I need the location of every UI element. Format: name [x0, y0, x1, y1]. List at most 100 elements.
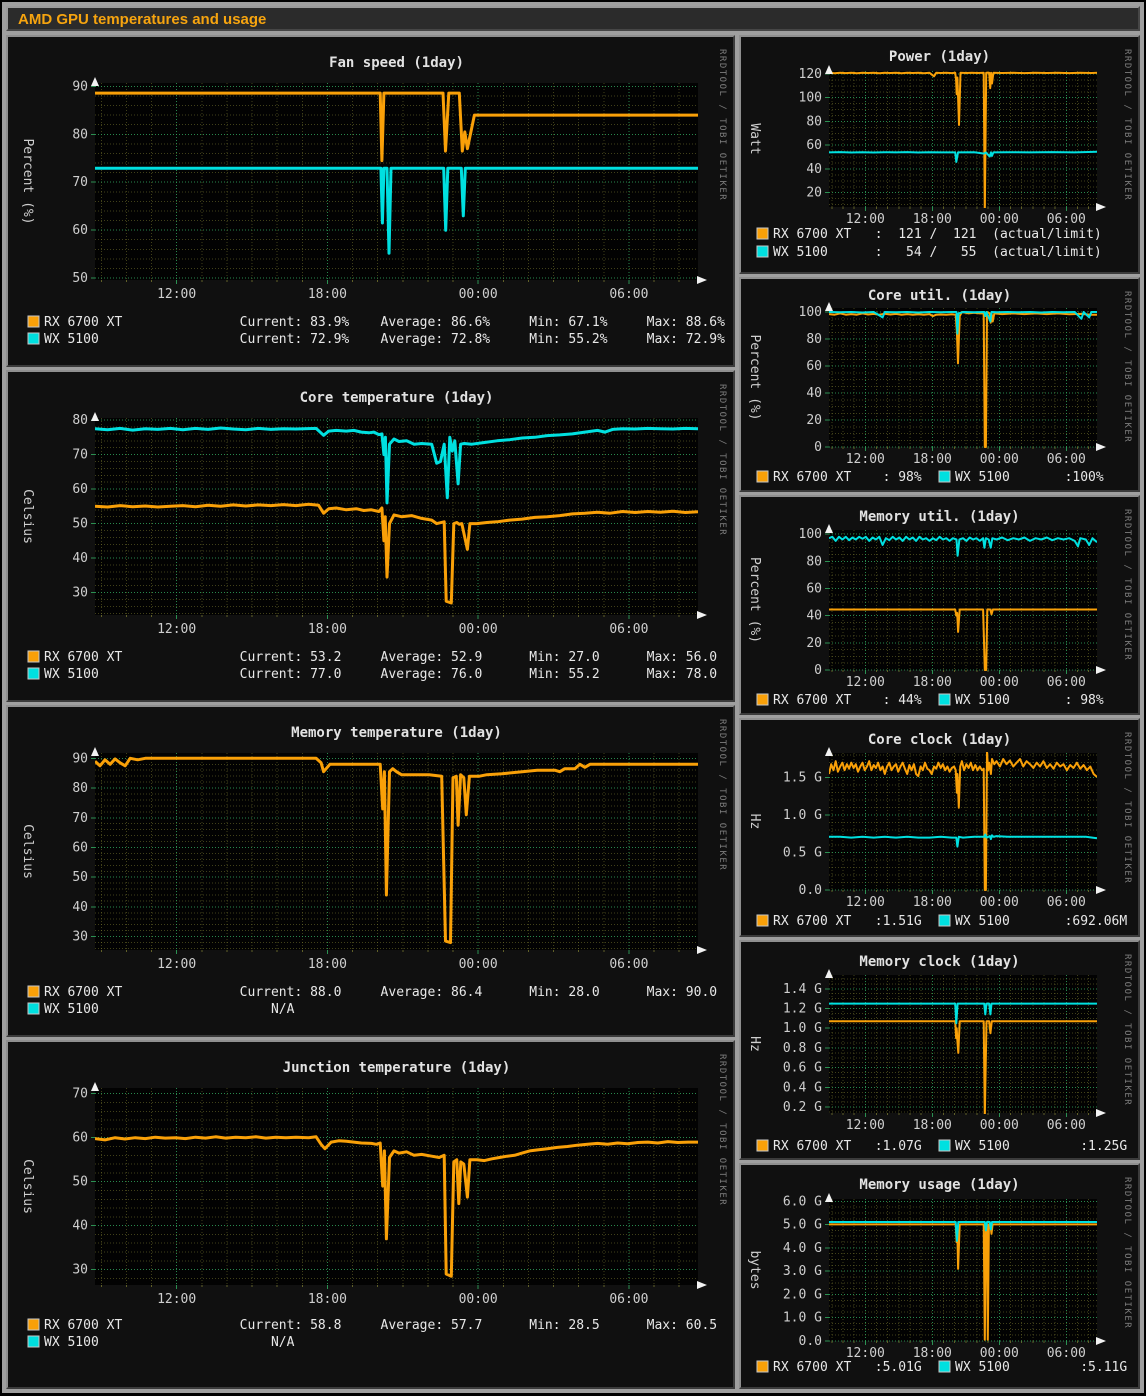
x-tick-label: 06:00	[609, 287, 648, 302]
x-tick-label: 00:00	[980, 212, 1019, 227]
y-tick-label: 80	[806, 554, 822, 569]
y-tick-label: 60	[72, 223, 88, 238]
column-usage: Power (1day) Watt 20 40 60 80 100 120 12:00 18:00…	[739, 35, 1140, 1389]
chart-title: Memory clock (1day)	[859, 954, 1019, 970]
series-rx-6700-xt	[95, 91, 698, 163]
series-lines	[95, 426, 698, 605]
y-axis-arrow-icon	[825, 747, 833, 756]
x-tick-label: 00:00	[980, 675, 1019, 690]
legend-swatch-wx	[938, 470, 951, 483]
plot-area	[95, 1088, 698, 1285]
chart-title: Fan speed (1day)	[329, 55, 464, 71]
y-tick-label: 0.0	[799, 1334, 822, 1349]
y-axis-label: Celsius	[20, 1159, 35, 1214]
x-tick-label: 18:00	[913, 1118, 952, 1133]
series-lines	[829, 535, 1097, 671]
series-wx-5100	[95, 166, 698, 255]
gridlines	[91, 753, 698, 954]
legend-text: WX 5100 N/A	[44, 1002, 295, 1017]
legend-swatch-wx	[27, 667, 40, 680]
y-tick-label: 1.5 G	[783, 771, 822, 786]
legend-swatch-rx	[27, 1318, 40, 1331]
chart-title: Memory usage (1day)	[859, 1177, 1019, 1193]
y-tick-label: 50	[72, 517, 88, 532]
gridlines	[91, 83, 698, 284]
x-tick-label: 12:00	[846, 212, 885, 227]
rrdtool-watermark: RRDTOOL / TOBI OETIKER	[717, 49, 727, 201]
x-tick-label: 00:00	[459, 1292, 498, 1307]
x-tick-label: 12:00	[157, 1292, 196, 1307]
y-tick-label: 60	[806, 138, 822, 153]
y-tick-label: 1.2 G	[783, 1002, 822, 1017]
x-axis-arrow-icon	[1096, 443, 1106, 451]
y-tick-label: 40	[806, 386, 822, 401]
legend-text: RX 6700 XT Current: 83.9% Average: 86.6%…	[44, 315, 725, 330]
x-tick-label: 18:00	[913, 675, 952, 690]
series-lines	[829, 1221, 1097, 1341]
legend-swatch-rx	[756, 470, 769, 483]
memory-util-chart: Memory util. (1day) Percent (%) 0 20 40 60 80 1…	[747, 509, 1132, 708]
x-tick-label: 06:00	[1047, 452, 1086, 467]
y-tick-label: 80	[72, 127, 88, 142]
series-wx-5100	[829, 150, 1097, 163]
y-tick-label: 1.0 G	[783, 808, 822, 823]
x-tick-label: 12:00	[846, 452, 885, 467]
y-axis-arrow-icon	[91, 747, 99, 756]
y-tick-label: 0	[814, 440, 822, 455]
rrdtool-watermark: RRDTOOL / TOBI OETIKER	[1122, 291, 1132, 443]
chart-panel-junction-temperature: Junction temperature (1day) Celsius 30 40 50…	[6, 1040, 735, 1389]
legend-text: WX 5100 Current: 77.0 Average: 76.0 Min:…	[44, 667, 717, 682]
y-tick-label: 1.0 G	[783, 1311, 822, 1326]
y-tick-label: 30	[72, 1263, 88, 1278]
y-tick-label: 50	[72, 870, 88, 885]
y-tick-label: 80	[72, 413, 88, 428]
y-tick-label: 70	[72, 175, 88, 190]
legend-text: WX 5100 : 98%	[955, 693, 1104, 708]
legend-text: RX 6700 XT : 121 / 121 (actual/limit)	[773, 227, 1102, 242]
series-lines	[829, 1002, 1097, 1114]
legend-swatch-wx	[938, 693, 951, 706]
legend-swatch-rx	[27, 985, 40, 998]
core-util-chart: Core util. (1day) Percent (%) 0 20 40 60 80 100…	[747, 288, 1132, 485]
y-tick-label: 0.0	[799, 883, 822, 898]
x-tick-label: 06:00	[609, 957, 648, 972]
gridlines	[91, 1088, 698, 1289]
y-tick-label: 90	[72, 751, 88, 766]
x-axis-arrow-icon	[1096, 203, 1106, 211]
series-lines	[829, 71, 1097, 208]
y-axis-label: Celsius	[20, 489, 35, 544]
legend-text: WX 5100 N/A	[44, 1335, 295, 1350]
legend-text: RX 6700 XT Current: 58.8 Average: 57.7 M…	[44, 1318, 717, 1333]
y-axis-label: Hz	[747, 1036, 762, 1052]
chart-title: Core clock (1day)	[868, 732, 1011, 748]
series-rx-6700-xt	[829, 1020, 1097, 1114]
gridlines	[825, 753, 1097, 894]
x-axis-arrow-icon	[697, 276, 707, 284]
x-tick-label: 06:00	[1047, 1346, 1086, 1361]
y-tick-label: 120	[799, 67, 822, 82]
y-axis-arrow-icon	[825, 1193, 833, 1202]
fan-speed-chart: Fan speed (1day) Percent (%) 50 60 70 80 90 12:…	[20, 49, 727, 347]
x-tick-label: 06:00	[609, 622, 648, 637]
rrdtool-watermark: RRDTOOL / TOBI OETIKER	[717, 384, 727, 536]
y-axis-label: Percent (%)	[20, 138, 35, 224]
x-tick-label: 12:00	[846, 1118, 885, 1133]
gridlines	[825, 530, 1097, 674]
rrdtool-watermark: RRDTOOL / TOBI OETIKER	[1122, 1177, 1132, 1329]
legend-swatch-wx	[27, 1002, 40, 1015]
x-tick-label: 12:00	[157, 957, 196, 972]
x-tick-label: 18:00	[913, 452, 952, 467]
rrdtool-watermark: RRDTOOL / TOBI OETIKER	[1122, 732, 1132, 884]
y-tick-label: 5.0 G	[783, 1218, 822, 1233]
plot-area	[95, 83, 698, 280]
x-tick-label: 00:00	[459, 957, 498, 972]
y-tick-label: 0.6 G	[783, 1061, 822, 1076]
y-axis-arrow-icon	[825, 969, 833, 978]
y-tick-label: 60	[806, 359, 822, 374]
x-tick-label: 06:00	[1047, 675, 1086, 690]
y-tick-label: 0.5 G	[783, 846, 822, 861]
chart-title: Core util. (1day)	[868, 288, 1011, 304]
legend-text: RX 6700 XT : 98%	[773, 470, 922, 485]
y-tick-label: 80	[806, 332, 822, 347]
